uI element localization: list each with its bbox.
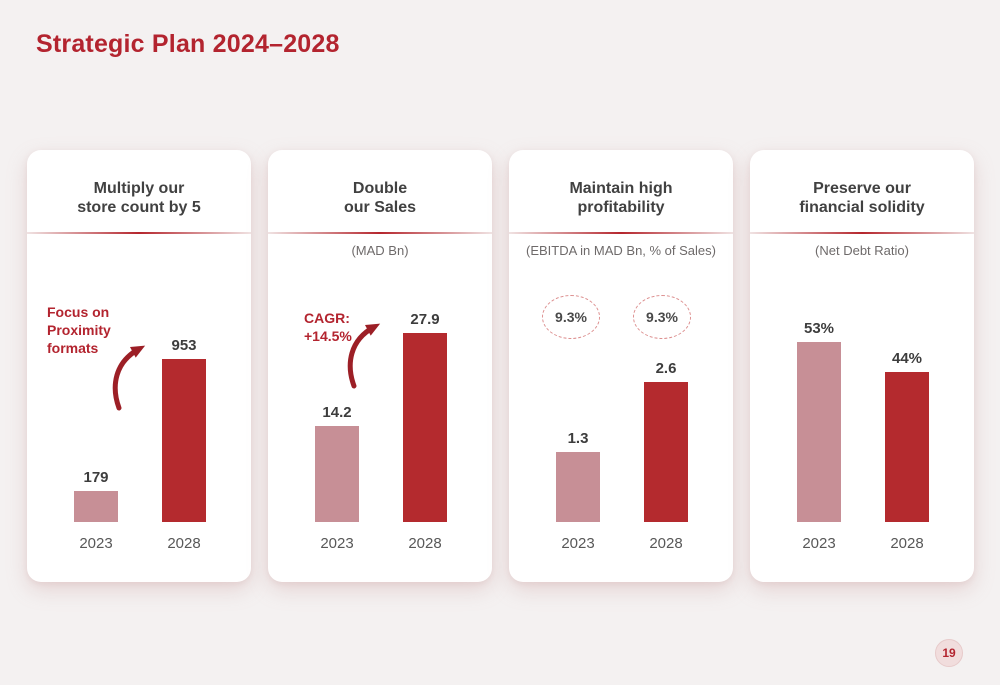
bar-chart: 179 2023 953 2028 Focus on Proximity formats (27, 150, 251, 582)
bar-chart: 1.3 2023 2.6 2028 9.3% 9.3% (509, 150, 733, 582)
bar-column: 14.2 (297, 404, 377, 522)
card-title: Preserve our financial solidity (799, 180, 925, 216)
bar-column: 44% (867, 350, 947, 522)
bar-value-label: 1.3 (567, 430, 589, 447)
bar-2023 (315, 426, 359, 522)
card-divider (27, 232, 251, 234)
strategy-card: Maintain high profitability (EBITDA in MA… (509, 150, 733, 582)
category-label: 2028 (408, 535, 442, 552)
bar-2023 (797, 342, 841, 522)
card-divider (509, 232, 733, 234)
bar-value-label: 53% (803, 320, 835, 337)
bar-value-label: 953 (171, 337, 197, 354)
strategy-card: Multiply our store count by 5 179 2023 953 2… (27, 150, 251, 582)
strategy-cards-row: Multiply our store count by 5 179 2023 953 2… (27, 150, 974, 582)
bar-2028 (403, 333, 447, 522)
bar-2028 (885, 372, 929, 522)
strategy-card: Double our Sales (MAD Bn) 14.2 2023 27.9 2028… (268, 150, 492, 582)
page-title: Strategic Plan 2024–2028 (36, 30, 340, 58)
bar-column: 2.6 (626, 360, 706, 522)
category-label: 2028 (649, 535, 683, 552)
card-divider (268, 232, 492, 234)
bar-column: 179 (56, 469, 136, 522)
growth-arrow-icon (347, 323, 381, 389)
bar-column: 1.3 (538, 430, 618, 522)
bar-2028 (644, 382, 688, 522)
category-label: 2028 (167, 535, 201, 552)
category-label: 2023 (79, 535, 113, 552)
bar-value-label: 27.9 (410, 311, 440, 328)
growth-arrow-icon (112, 345, 146, 411)
annotation-text: Focus on Proximity formats (47, 304, 111, 357)
percentage-bubble: 9.3% (542, 295, 600, 339)
bar-2023 (74, 491, 118, 522)
bar-2028 (162, 359, 206, 522)
card-title: Maintain high profitability (569, 180, 673, 216)
bar-chart: 14.2 2023 27.9 2028 CAGR: +14.5% (268, 150, 492, 582)
card-title: Multiply our store count by 5 (77, 180, 201, 216)
bar-column: 53% (779, 320, 859, 522)
category-label: 2023 (561, 535, 595, 552)
annotation-text: CAGR: +14.5% (304, 310, 352, 345)
bar-value-label: 179 (83, 469, 109, 486)
bar-column: 953 (144, 337, 224, 522)
category-label: 2023 (802, 535, 836, 552)
card-divider (750, 232, 974, 234)
page-number-badge: 19 (935, 639, 963, 667)
bar-chart: 53% 2023 44% 2028 (750, 150, 974, 582)
category-label: 2023 (320, 535, 354, 552)
bar-value-label: 14.2 (322, 404, 352, 421)
bar-value-label: 2.6 (655, 360, 677, 377)
bar-column: 27.9 (385, 311, 465, 522)
card-title: Double our Sales (343, 180, 417, 216)
card-subtitle: (MAD Bn) (351, 243, 409, 258)
category-label: 2028 (890, 535, 924, 552)
bar-2023 (556, 452, 600, 522)
bar-value-label: 44% (891, 350, 923, 367)
strategy-card: Preserve our financial solidity (Net Debt… (750, 150, 974, 582)
card-subtitle: (Net Debt Ratio) (815, 243, 909, 258)
percentage-bubble: 9.3% (633, 295, 691, 339)
card-subtitle: (EBITDA in MAD Bn, % of Sales) (525, 243, 716, 258)
